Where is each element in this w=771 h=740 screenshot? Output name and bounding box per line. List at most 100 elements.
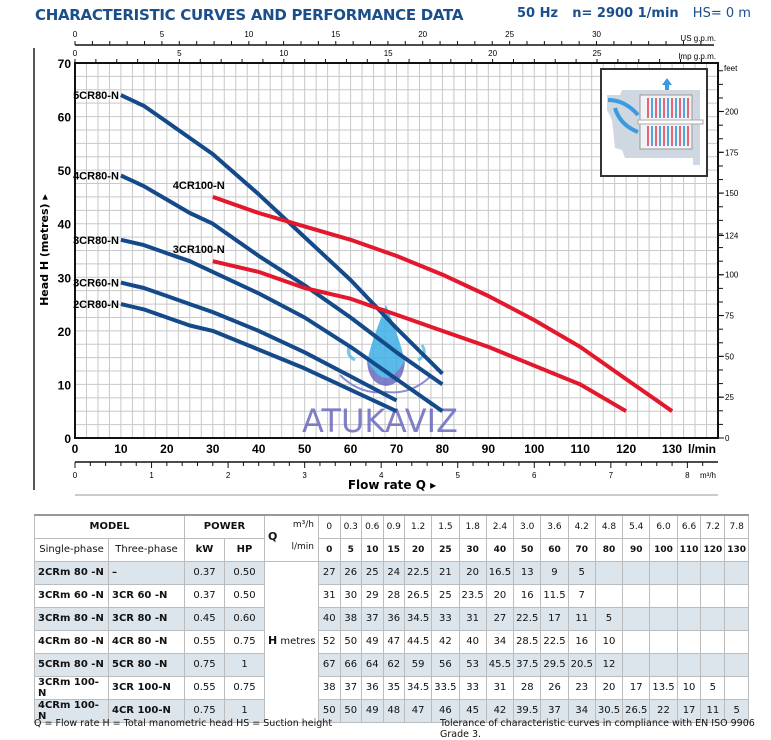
- single-phase-model: 3CRm 100-N: [34, 675, 109, 700]
- frequency: 50 Hz: [517, 6, 559, 21]
- power-hp: 1: [224, 698, 265, 723]
- q-m3h-header: 1.2: [403, 514, 433, 539]
- head-value: 40: [318, 606, 341, 631]
- x-tick-label: 80: [436, 442, 450, 456]
- head-value: 20.5: [567, 652, 596, 677]
- feet-tick-label: 75: [725, 312, 734, 321]
- tolerance-note: Tolerance of characteristic curves in co…: [440, 718, 755, 740]
- head-value: 28: [513, 675, 542, 700]
- x-tick-label: 10: [114, 442, 128, 456]
- head-value: 22.5: [513, 606, 542, 631]
- head-value: 30: [339, 583, 362, 608]
- series-label: 2CR80-N: [73, 299, 119, 311]
- pump-cutaway-icon: [600, 68, 708, 177]
- power-hp: 0.75: [224, 675, 265, 700]
- head-value: 37.5: [513, 652, 542, 677]
- power-kw: 0.37: [184, 560, 225, 585]
- head-value: 45: [458, 698, 487, 723]
- x-axis-title: Flow rate Q ▸: [348, 478, 436, 492]
- y-tick-label: 60: [58, 111, 72, 125]
- single-phase-model: 5CRm 80 -N: [34, 652, 109, 677]
- table-row: 2CRm 80 -N –0.37 0.50 H metres 27 26 25 24 22.5 2…: [34, 560, 750, 723]
- head-value: [622, 606, 651, 631]
- operating-conditions: 50 Hz n= 2900 1/min HS= 0 m: [517, 6, 761, 21]
- head-value: 25: [361, 560, 384, 585]
- x-tick-label: 30: [206, 442, 220, 456]
- power-kw: 0.55: [184, 629, 225, 654]
- y-tick-label: 40: [58, 218, 72, 232]
- q-m3h-header: 2.4: [485, 514, 515, 539]
- head-value: [676, 606, 702, 631]
- q-m3h-header: 1.5: [431, 514, 460, 539]
- head-value: 52: [318, 629, 341, 654]
- imp-gpm-tick-label: 20: [488, 49, 497, 58]
- us-gpm-tick-label: 15: [331, 30, 340, 39]
- head-value: [649, 652, 678, 677]
- head-value: 49: [361, 629, 384, 654]
- head-value: 59: [403, 652, 433, 677]
- h-metres-label: H metres: [264, 560, 319, 723]
- curve-3cr80-n: [120, 237, 444, 413]
- head-value: 22.5: [540, 629, 569, 654]
- q-lmin-header: 120: [700, 537, 726, 562]
- m3h-tick-label: 0: [73, 471, 78, 480]
- feet-tick-label: 100: [725, 271, 739, 280]
- table-row: 3CRm 100-N 3CR 100-N 0.55 0.75 38 37 36 35 34.5 3…: [34, 675, 750, 700]
- m3h-label: m³/h: [292, 520, 314, 530]
- single-phase-model: 4CRm 80 -N: [34, 629, 109, 654]
- x-tick-label: 120: [616, 442, 636, 456]
- power-kw: 0.75: [184, 698, 225, 723]
- q-m3h-header: 3.6: [540, 514, 569, 539]
- series-label: 4CR100-N: [173, 180, 225, 192]
- kw-header: kW: [184, 537, 225, 562]
- head-value: 30.5: [594, 698, 624, 723]
- model-header: MODEL: [34, 514, 185, 539]
- q-lmin-header: 50: [513, 537, 542, 562]
- us-gpm-tick-label: 5: [160, 30, 165, 39]
- q-m3h-header: 5.4: [622, 514, 651, 539]
- us-gpm-tick-label: 0: [73, 30, 78, 39]
- head-value: [594, 560, 624, 585]
- feet-tick-label: 25: [725, 393, 734, 402]
- x-tick-label: 20: [160, 442, 174, 456]
- head-value: [622, 583, 651, 608]
- performance-table: MODEL POWER Q m³/h l/min 0 0.3 0.6 0.9 1.2 1.…: [34, 514, 750, 723]
- series-label: 3CR80-N: [73, 235, 119, 247]
- head-value: [676, 652, 702, 677]
- head-value: 37: [361, 606, 384, 631]
- head-value: [649, 606, 678, 631]
- head-value: 56: [431, 652, 460, 677]
- head-value: 16: [567, 629, 596, 654]
- y-tick-label: 70: [58, 57, 72, 71]
- head-value: 21: [431, 560, 460, 585]
- m3h-unit-label: m³/h: [700, 471, 716, 480]
- head-value: 66: [339, 652, 362, 677]
- imp-gpm-tick-label: 25: [593, 49, 602, 58]
- head-value: [724, 560, 750, 585]
- head-value: 37: [540, 698, 569, 723]
- m3h-tick-label: 5: [456, 471, 461, 480]
- q-lmin-header: 90: [622, 537, 651, 562]
- x-tick-label: 50: [298, 442, 312, 456]
- m3h-tick-label: 2: [226, 471, 231, 480]
- imp-gpm-tick-label: 5: [177, 49, 182, 58]
- single-phase-model: 3CRm 80 -N: [34, 606, 109, 631]
- three-phase-model: 4CR 100-N: [108, 698, 185, 723]
- head-value: [724, 652, 750, 677]
- head-value: 5: [594, 606, 624, 631]
- x-tick-label: 70: [390, 442, 404, 456]
- power-kw: 0.75: [184, 652, 225, 677]
- series-label: 3CR100-N: [173, 244, 225, 256]
- head-value: 35: [382, 675, 405, 700]
- curve-2cr80-n: [120, 302, 398, 414]
- y-axis-title: Head H (metres) ▸: [38, 194, 51, 306]
- power-hp: 0.75: [224, 629, 265, 654]
- feet-tick-label: 200: [725, 107, 739, 116]
- head-value: 20: [458, 560, 487, 585]
- head-value: 31: [458, 606, 487, 631]
- power-hp: 1: [224, 652, 265, 677]
- head-value: 22: [649, 698, 678, 723]
- q-lmin-header: 15: [382, 537, 405, 562]
- head-value: 48: [382, 698, 405, 723]
- q-m3h-header: 3.0: [513, 514, 542, 539]
